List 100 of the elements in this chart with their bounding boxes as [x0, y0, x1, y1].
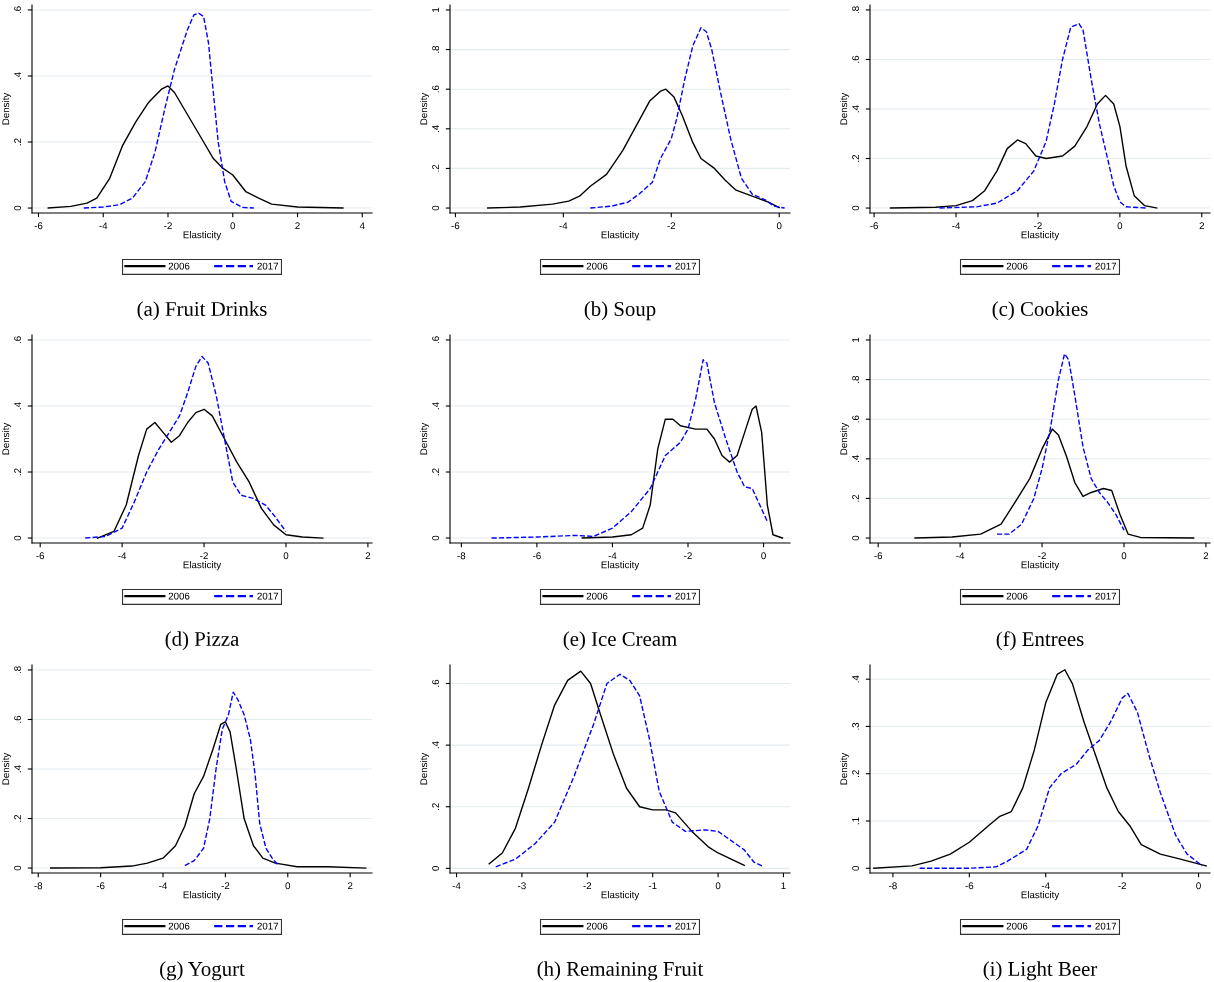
y-tick-label: .6: [432, 336, 440, 344]
line-series: [914, 428, 1195, 539]
y-tick-label: 0: [432, 866, 440, 871]
y-tick-label: .3: [852, 722, 860, 730]
y-tick-label: .8: [14, 666, 22, 674]
y-tick-label: .4: [852, 105, 859, 113]
y-tick-label: .4: [432, 741, 439, 749]
x-tick-label: -6: [870, 222, 878, 230]
x-tick-label: -2: [1038, 552, 1046, 560]
x-tick-label: 0: [776, 222, 782, 230]
x-tick-label: 0: [715, 882, 721, 890]
legend-label: 2006: [1006, 592, 1028, 600]
line-series: [490, 359, 769, 539]
y-tick-label: 0: [14, 865, 22, 871]
x-axis-title: Elasticity: [183, 561, 222, 571]
line-series: [96, 408, 324, 539]
legend-label: 2017: [675, 592, 697, 600]
text: (c) Cookies: [992, 301, 1088, 321]
y-tick-label: .6: [852, 55, 860, 63]
line-series: [589, 27, 786, 209]
x-axis-title: Elasticity: [601, 561, 640, 571]
y-tick-label: .2: [852, 154, 859, 162]
legend-label: 2017: [257, 592, 279, 600]
y-tick-label: .4: [852, 455, 859, 462]
y-axis-title: Density: [420, 422, 430, 455]
legend-label: 2006: [1006, 922, 1028, 930]
x-tick-label: -2: [667, 222, 676, 230]
x-tick-label: -6: [874, 552, 883, 560]
legend-label: 2017: [1095, 262, 1117, 270]
x-tick-label: 0: [283, 552, 289, 560]
x-axis-title: Elasticity: [1021, 561, 1060, 571]
line-series: [50, 721, 367, 869]
x-tick-label: 2: [1203, 552, 1209, 560]
y-tick-label: .2: [432, 468, 439, 476]
legend-label: 2006: [168, 262, 190, 270]
y-tick-label: .8: [432, 45, 440, 53]
y-axis-title: Density: [420, 752, 430, 785]
x-axis-title: Elasticity: [183, 891, 222, 901]
y-tick-label: .6: [852, 415, 860, 423]
legend-label: 2017: [675, 922, 697, 930]
y-tick-label: .2: [852, 494, 859, 502]
legend-label: 2006: [168, 922, 190, 930]
y-axis-title: Density: [420, 92, 430, 125]
y-tick-label: .4: [14, 402, 21, 410]
line-series: [581, 405, 784, 539]
y-tick-label: .2: [14, 814, 21, 822]
y-tick-label: .2: [14, 468, 21, 476]
y-tick-label: .6: [432, 85, 440, 93]
x-tick-label: -2: [1034, 222, 1042, 230]
legend-label: 2006: [168, 592, 190, 600]
x-tick-label: 4: [359, 222, 365, 230]
text: (f) Entrees: [996, 631, 1084, 651]
x-tick-label: -2: [164, 222, 172, 230]
y-tick-label: 1: [432, 7, 439, 12]
y-tick-label: .8: [852, 375, 860, 383]
text: (g) Yogurt: [160, 961, 245, 981]
x-tick-label: -6: [34, 222, 43, 230]
x-tick-label: 2: [365, 552, 371, 560]
legend-label: 2006: [586, 922, 608, 930]
x-tick-label: 0: [1196, 882, 1201, 890]
x-tick-label: -2: [583, 882, 592, 890]
x-tick-label: 0: [230, 222, 236, 230]
x-tick-label: -2: [221, 882, 230, 890]
y-tick-label: .1: [852, 817, 859, 825]
x-tick-label: 2: [347, 882, 353, 890]
y-tick-label: .2: [14, 138, 21, 146]
line-series: [918, 692, 1204, 869]
legend-label: 2017: [257, 262, 279, 270]
y-tick-label: .6: [14, 715, 22, 723]
y-tick-label: 0: [432, 535, 440, 541]
x-tick-label: 2: [1199, 222, 1205, 230]
x-tick-label: 0: [761, 552, 766, 560]
y-tick-label: .2: [432, 803, 439, 810]
x-tick-label: -6: [965, 882, 974, 890]
line-series: [487, 88, 780, 209]
y-tick-label: 0: [432, 205, 440, 211]
y-tick-label: .4: [432, 402, 439, 410]
x-tick-label: -4: [608, 552, 617, 560]
x-axis-title: Elasticity: [1021, 231, 1060, 241]
legend-label: 2006: [586, 262, 608, 270]
legend-label: 2017: [1095, 922, 1117, 930]
y-tick-label: 0: [14, 205, 22, 211]
legend-label: 2006: [586, 592, 608, 600]
x-tick-label: -4: [1041, 882, 1050, 890]
line-series: [996, 353, 1125, 535]
text: (e) Ice Cream: [563, 631, 677, 651]
line-series: [47, 85, 344, 209]
x-tick-label: 0: [1117, 222, 1123, 230]
legend-label: 2017: [675, 262, 697, 270]
line-series: [184, 691, 280, 867]
x-tick-label: -6: [533, 552, 541, 560]
x-tick-label: -4: [956, 552, 965, 560]
text: (d) Pizza: [165, 631, 240, 651]
x-tick-label: -4: [99, 222, 108, 230]
y-tick-label: .6: [14, 336, 22, 344]
y-tick-label: 0: [852, 865, 860, 871]
y-axis-title: Density: [840, 422, 850, 455]
x-tick-label: -4: [452, 882, 461, 890]
x-tick-label: 1: [781, 882, 786, 890]
text: (i) Light Beer: [983, 961, 1098, 981]
